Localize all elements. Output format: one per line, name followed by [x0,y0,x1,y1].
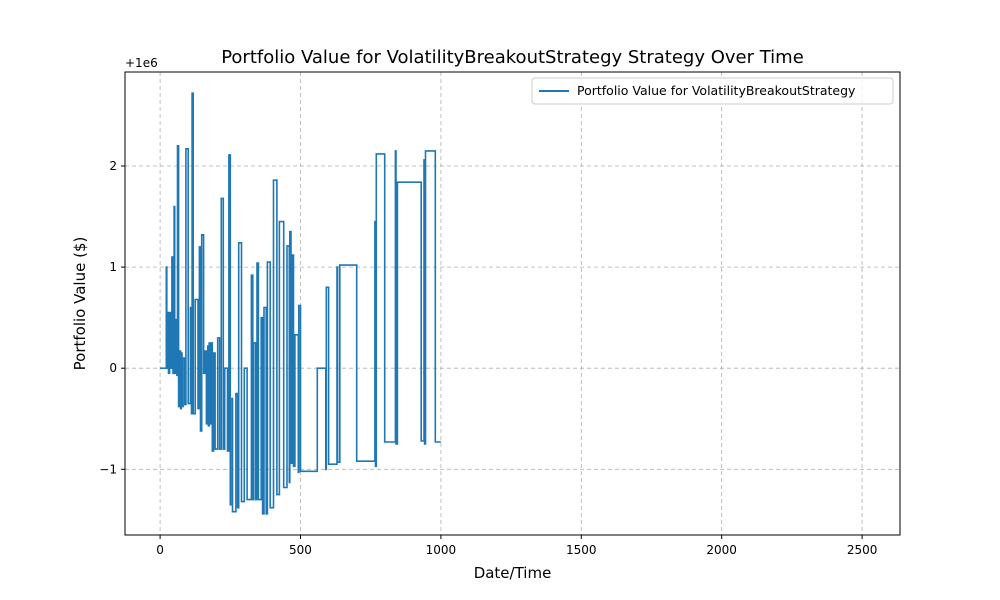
plot-area-frame [124,71,901,536]
x-tick-label: 1500 [566,543,597,557]
x-tick-label: 2000 [706,543,737,557]
y-axis-label: Portfolio Value ($) [71,237,89,371]
y-tick-label: −1 [99,462,117,476]
x-tick-label: 1000 [426,543,457,557]
legend-box [531,77,894,105]
ticks: 0 500 1000 1500 2000 2500 −1 0 1 2 [99,159,877,557]
chart-title: Portfolio Value for VolatilityBreakoutSt… [221,47,804,68]
legend-label: Portfolio Value for VolatilityBreakoutSt… [577,83,856,98]
legend: Portfolio Value for VolatilityBreakoutSt… [531,77,894,105]
y-tick-label: 2 [109,159,117,173]
y-tick-label: 0 [109,361,117,375]
series-line [160,92,441,515]
x-tick-label: 2500 [847,543,878,557]
y-axis-offset-label: +1e6 [125,56,158,70]
x-axis-label: Date/Time [474,564,552,582]
x-tick-label: 500 [289,543,312,557]
series-layer [160,92,441,515]
x-tick-label: 0 [156,543,164,557]
y-tick-label: 1 [109,260,117,274]
